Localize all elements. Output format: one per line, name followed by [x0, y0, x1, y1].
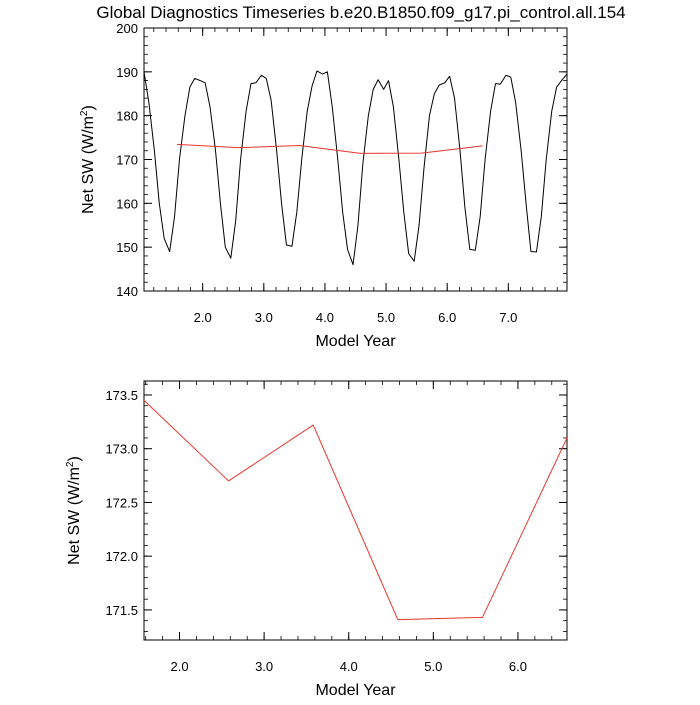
x-axis-label: Model Year	[315, 333, 396, 350]
plot-frame	[143, 27, 568, 292]
y-tick-label: 173.5	[105, 388, 138, 403]
y-axis-label: Net SW (W/m2)	[79, 105, 97, 214]
x-tick-label: 7.0	[499, 310, 517, 325]
bottom-panel: 171.5 172.0 172.5 173.0 173.5 2.0 3.0 4.0 5.0 6.0…	[65, 380, 568, 699]
y-tick-label: 170	[116, 153, 138, 168]
series-line-0	[143, 70, 568, 266]
x-tick-label: 6.0	[438, 310, 456, 325]
y-tick-label: 173.0	[105, 442, 138, 457]
x-tick-label: 4.0	[340, 659, 358, 674]
y-axis-label: Net SW (W/m2)	[65, 456, 83, 565]
y-tick-label: 190	[116, 65, 138, 80]
chart-title: Global Diagnostics Timeseries b.e20.B185…	[96, 3, 625, 22]
x-tick-label: 3.0	[255, 310, 273, 325]
y-tick-label: 200	[116, 21, 138, 36]
y-tick-label: 160	[116, 196, 138, 211]
y-tick-label: 171.5	[105, 603, 138, 618]
x-tick-label: 2.0	[194, 310, 212, 325]
x-tick-label: 4.0	[316, 310, 334, 325]
plot-frame	[143, 380, 568, 641]
y-tick-label: 172.5	[105, 495, 138, 510]
y-tick-label: 140	[116, 284, 138, 299]
x-tick-label: 6.0	[509, 659, 527, 674]
x-tick-label: 3.0	[255, 659, 273, 674]
x-tick-label: 2.0	[170, 659, 188, 674]
y-tick-label: 180	[116, 109, 138, 124]
y-tick-label: 172.0	[105, 549, 138, 564]
y-tick-label: 150	[116, 240, 138, 255]
top-panel: 140 150 160 170 180 190 200 2.0 3.0 4.0 5.0 6.0 7.0 M…	[79, 21, 568, 350]
x-tick-label: 5.0	[377, 310, 395, 325]
series-line-1	[176, 143, 483, 154]
series-line-0	[143, 399, 568, 621]
x-axis-label: Model Year	[315, 682, 396, 699]
x-tick-label: 5.0	[424, 659, 442, 674]
